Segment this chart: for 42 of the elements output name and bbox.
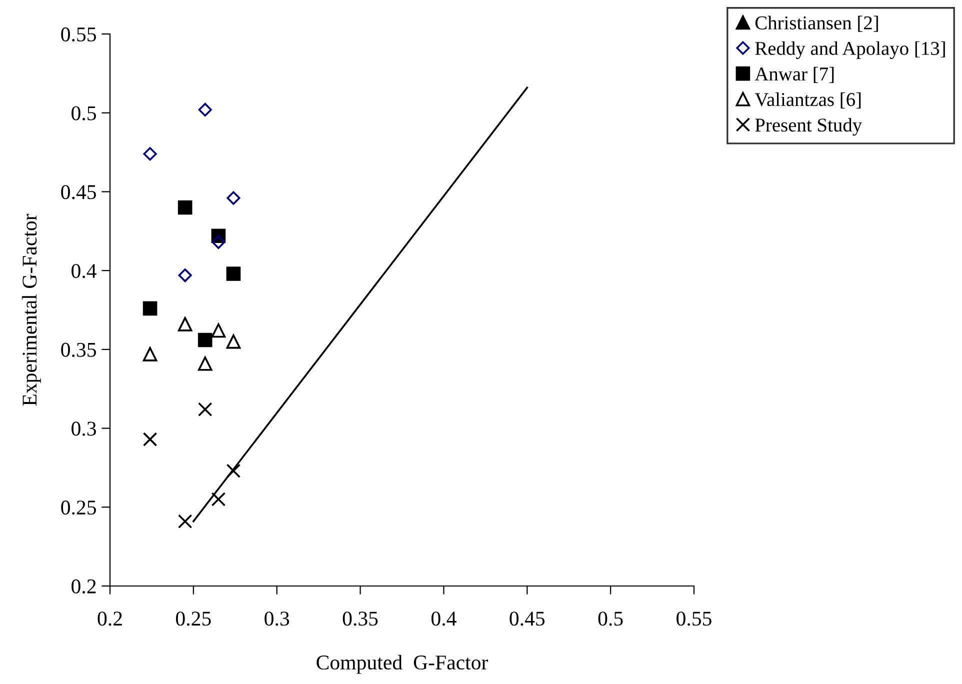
point	[211, 323, 226, 338]
x-tick-label: 0.45	[510, 612, 545, 626]
y-axis-title: Experimental G-Factor	[22, 214, 41, 406]
point	[198, 356, 212, 371]
point	[226, 334, 241, 349]
x-tick-label: 0.5	[598, 612, 623, 626]
point	[198, 102, 212, 116]
point	[198, 402, 212, 417]
x-tick-label: 0.3	[264, 612, 290, 626]
point	[226, 191, 240, 205]
point	[142, 347, 158, 362]
legend-label: Anwar [7]	[754, 66, 834, 83]
y-tick-label: 0.35	[61, 342, 96, 357]
point	[142, 432, 158, 446]
legend-label: Reddy and Apolayo [13]	[755, 41, 945, 60]
y-tick-label: 0.5	[72, 106, 96, 120]
legend-label: Valiantzas [6]	[754, 92, 861, 109]
point	[178, 268, 192, 282]
legend-label: Present Study	[755, 118, 862, 136]
point	[226, 266, 241, 281]
point	[178, 317, 192, 332]
x-axis-title: Computed G-Factor	[316, 654, 488, 674]
point	[198, 332, 212, 348]
point	[212, 235, 226, 249]
y-tick-label: 0.55	[61, 27, 96, 42]
point	[143, 147, 157, 161]
y-tick-label: 0.3	[72, 422, 96, 436]
point	[226, 464, 241, 478]
y-tick-label: 0.4	[72, 264, 96, 278]
y-tick-label: 0.45	[61, 185, 96, 200]
y-tick-label: 0.25	[61, 500, 96, 515]
point	[142, 301, 158, 316]
x-tick-label: 0.4	[431, 612, 456, 626]
x-tick-label: 0.2	[98, 612, 122, 626]
x-tick-label: 0.55	[676, 612, 712, 626]
legend-label: Christiansen [2]	[755, 16, 878, 32]
point	[178, 200, 192, 215]
point	[211, 492, 226, 506]
y-tick-label: 0.2	[72, 579, 96, 594]
x-tick-label: 0.25	[176, 612, 211, 626]
point	[178, 514, 192, 528]
x-tick-label: 0.35	[342, 612, 378, 626]
